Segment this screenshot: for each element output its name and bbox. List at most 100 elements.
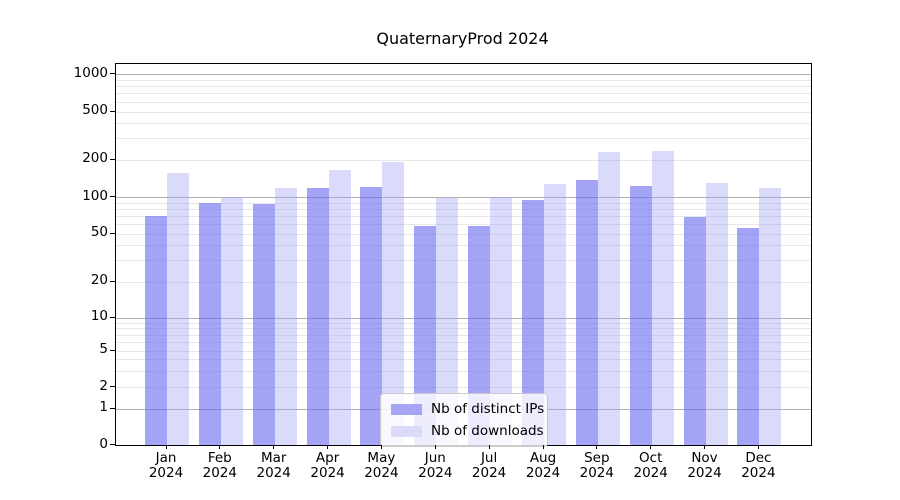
bar-distinct-ips — [575, 180, 598, 445]
x-tick-label: Mar 2024 — [242, 451, 306, 481]
x-tick-year: 2024 — [148, 465, 184, 481]
x-tick-month: Apr — [315, 450, 340, 466]
gridline-minor — [116, 223, 811, 225]
y-tick-label: 2 — [99, 377, 108, 394]
x-tick-year: 2024 — [525, 465, 561, 481]
y-tick-label: 20 — [90, 272, 108, 288]
legend-row: Nb of downloads — [391, 422, 544, 440]
legend-swatch-downloads — [391, 425, 422, 437]
x-tick-mark — [327, 445, 329, 449]
bar-distinct-ips — [468, 225, 491, 445]
x-tick-mark — [650, 445, 652, 449]
bar-distinct-ips — [145, 215, 167, 445]
gridline-minor — [116, 111, 811, 113]
y-tick-label: 500 — [82, 102, 108, 118]
gridline-minor — [116, 93, 811, 95]
x-tick-year: 2024 — [579, 465, 614, 481]
x-tick-month: Oct — [639, 450, 663, 466]
x-tick-mark — [704, 445, 705, 449]
gridline-minor — [116, 322, 811, 324]
gridline-minor — [116, 359, 811, 361]
gridline-minor — [116, 159, 811, 161]
gridline-major — [116, 74, 811, 75]
x-tick-label: Aug 2024 — [511, 451, 575, 481]
x-tick-month: Jul — [480, 450, 498, 466]
y-tick-mark — [110, 196, 115, 197]
x-tick-year: 2024 — [471, 465, 507, 481]
x-tick-mark — [165, 445, 167, 449]
gridline-minor — [116, 328, 811, 330]
bar-downloads — [705, 182, 728, 445]
bar-distinct-ips — [683, 217, 706, 445]
x-tick-mark — [542, 445, 544, 449]
x-tick-mark — [757, 445, 759, 449]
legend-swatch-distinct-ips — [391, 403, 422, 415]
y-tick-mark — [110, 280, 115, 282]
bar-downloads — [597, 151, 620, 445]
y-tick-mark — [110, 232, 115, 234]
x-tick-label: Feb 2024 — [188, 451, 252, 481]
y-tick-label: 100 — [82, 187, 108, 204]
x-tick-month: Jan — [155, 450, 177, 466]
x-tick-label: Apr 2024 — [296, 451, 360, 481]
gridline-minor — [116, 370, 811, 372]
gridline-major — [116, 317, 811, 319]
x-tick-label: Jul 2024 — [457, 451, 521, 481]
y-tick-mark — [110, 349, 115, 351]
gridline-minor — [116, 245, 811, 247]
gridline-minor — [116, 350, 811, 352]
y-tick-label: 200 — [82, 150, 108, 166]
bar-downloads — [651, 151, 674, 445]
x-tick-month: Feb — [207, 450, 232, 466]
y-tick-label: 1000 — [73, 64, 108, 81]
gridline-minor — [116, 208, 811, 210]
y-tick-mark — [110, 73, 115, 74]
x-tick-mark — [596, 445, 598, 449]
x-tick-year: 2024 — [633, 465, 668, 481]
x-tick-year: 2024 — [256, 465, 291, 481]
x-tick-year: 2024 — [687, 465, 722, 481]
gridline-minor — [116, 215, 811, 217]
legend-row: Nb of distinct IPs — [391, 400, 544, 418]
y-tick-mark — [110, 110, 115, 112]
y-tick-mark — [110, 444, 115, 445]
x-tick-month: Mar — [260, 450, 287, 466]
x-tick-month: Jun — [424, 450, 446, 466]
x-tick-mark — [219, 445, 221, 449]
legend: Nb of distinct IPs Nb of downloads — [380, 393, 548, 447]
bar-downloads — [328, 170, 351, 445]
x-tick-year: 2024 — [418, 465, 453, 481]
x-tick-label: Nov 2024 — [673, 451, 737, 481]
y-tick-mark — [110, 158, 115, 160]
gridline-minor — [116, 341, 811, 343]
bar-distinct-ips — [737, 227, 760, 445]
bar-downloads — [167, 172, 189, 445]
bar-downloads — [220, 196, 243, 445]
gridline-minor — [116, 202, 811, 204]
x-tick-month: Dec — [745, 450, 772, 466]
bar-distinct-ips — [629, 186, 652, 445]
x-tick-label: Oct 2024 — [619, 451, 683, 481]
legend-label: Nb of downloads — [431, 423, 544, 439]
y-tick-label: 1 — [99, 399, 108, 415]
gridline-minor — [116, 79, 811, 81]
gridline-minor — [116, 387, 811, 388]
y-tick-label: 50 — [90, 224, 108, 240]
x-tick-label: Jun 2024 — [403, 451, 467, 481]
bar-downloads — [759, 187, 782, 445]
gridline-minor — [116, 138, 811, 140]
gridline-minor — [116, 123, 811, 125]
gridline-minor — [116, 86, 811, 88]
bar-downloads — [274, 188, 297, 445]
x-tick-label: Dec 2024 — [726, 451, 790, 481]
gridline-major — [116, 197, 811, 198]
x-tick-mark — [488, 445, 490, 449]
y-tick-label: 5 — [99, 341, 108, 357]
gridline-minor — [116, 233, 811, 235]
y-tick-mark — [110, 316, 115, 318]
x-tick-month: May — [367, 450, 396, 466]
gridline-minor — [116, 101, 811, 103]
bar-downloads — [490, 197, 513, 445]
gridline-minor — [116, 281, 811, 283]
bar-distinct-ips — [522, 199, 544, 445]
